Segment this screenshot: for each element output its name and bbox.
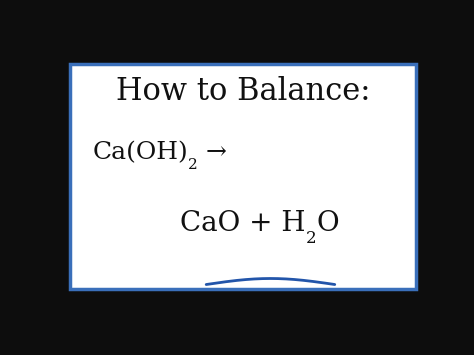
- Text: 2: 2: [188, 158, 198, 172]
- Text: O: O: [317, 210, 339, 237]
- Text: 2: 2: [306, 230, 317, 247]
- Text: How to Balance:: How to Balance:: [116, 76, 370, 107]
- Text: Ca(OH): Ca(OH): [92, 141, 188, 164]
- Text: →: →: [198, 141, 227, 164]
- FancyBboxPatch shape: [70, 65, 416, 289]
- Text: CaO + H: CaO + H: [181, 210, 306, 237]
